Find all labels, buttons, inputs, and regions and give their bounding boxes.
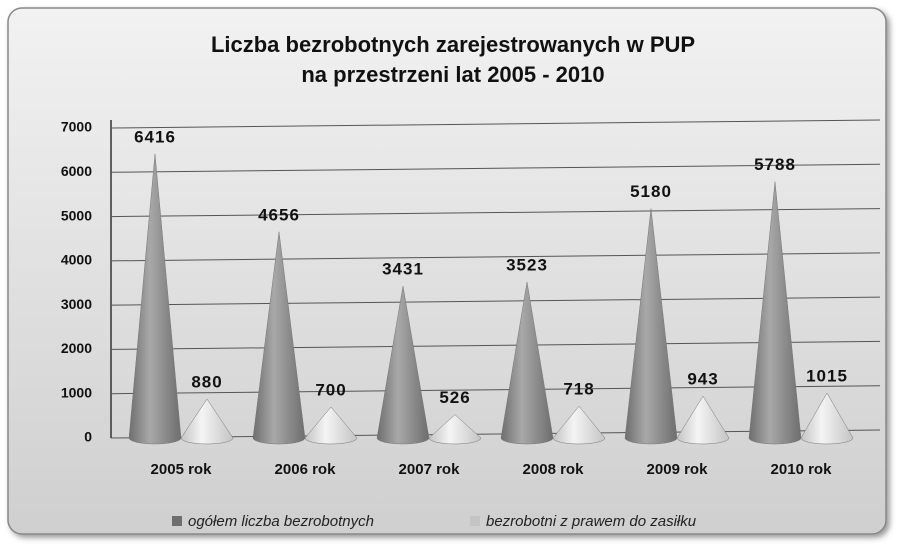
y-tick-label: 3000 <box>61 296 92 312</box>
cone <box>624 208 678 445</box>
data-label: 3431 <box>382 260 424 279</box>
cone <box>500 281 554 445</box>
cone <box>180 398 234 445</box>
chart-title: na przestrzeni lat 2005 - 2010 <box>301 62 604 87</box>
cone <box>800 392 854 445</box>
x-tick-label: 2009 rok <box>647 461 709 478</box>
legend-swatch <box>172 516 182 526</box>
legend-label: ogółem liczba bezrobotnych <box>188 513 374 530</box>
chart-title: Liczba bezrobotnych zarejestrowanych w P… <box>211 32 695 57</box>
legend-label: bezrobotni z prawem do zasiłku <box>486 513 697 530</box>
x-tick-label: 2007 rok <box>399 461 461 478</box>
grid-line <box>110 340 881 350</box>
grid-line <box>110 208 881 218</box>
cone <box>304 406 358 445</box>
y-tick-label: 2000 <box>61 340 92 356</box>
y-tick-label: 7000 <box>61 119 92 135</box>
data-label: 700 <box>315 380 346 399</box>
data-label: 718 <box>563 380 594 399</box>
chart-frame <box>7 7 887 535</box>
data-label: 526 <box>439 388 470 407</box>
grid-line <box>110 385 881 395</box>
x-tick-label: 2010 rok <box>771 461 833 478</box>
data-label: 880 <box>191 373 222 392</box>
cone <box>128 153 182 445</box>
data-label: 5788 <box>754 155 796 174</box>
data-label: 6416 <box>134 127 176 146</box>
data-label: 5180 <box>630 182 672 201</box>
data-label: 1015 <box>806 367 848 386</box>
x-tick-label: 2005 rok <box>151 461 213 478</box>
y-tick-label: 0 <box>84 429 92 445</box>
data-label: 3523 <box>506 255 548 274</box>
cone <box>748 181 802 445</box>
y-tick-label: 4000 <box>61 252 92 268</box>
grid-line <box>110 296 881 306</box>
cone <box>252 231 306 445</box>
cone <box>552 405 606 445</box>
y-tick-label: 6000 <box>61 163 92 179</box>
y-tick-label: 1000 <box>61 384 92 400</box>
grid-line <box>110 119 881 129</box>
x-tick-label: 2006 rok <box>275 461 337 478</box>
cone <box>676 395 730 445</box>
grid-line <box>110 163 881 173</box>
data-label: 943 <box>687 370 718 389</box>
grid-line <box>110 252 881 262</box>
cone <box>428 414 482 445</box>
data-label: 4656 <box>258 205 300 224</box>
y-tick-label: 5000 <box>61 207 92 223</box>
legend-swatch <box>470 516 480 526</box>
x-tick-label: 2008 rok <box>523 461 585 478</box>
cone <box>376 286 430 445</box>
